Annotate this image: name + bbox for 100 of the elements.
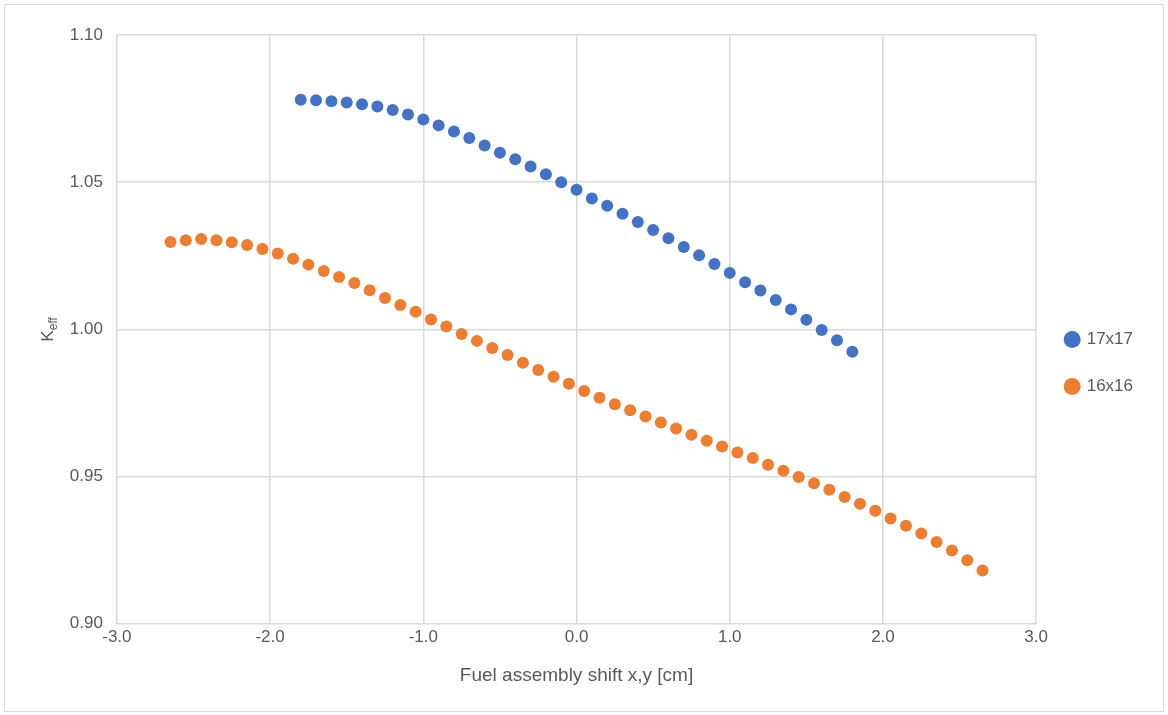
point: [562, 377, 575, 390]
point: [455, 328, 468, 341]
point: [700, 434, 713, 447]
y-tick-label: 1.00: [69, 319, 103, 339]
point: [585, 192, 598, 205]
point: [287, 252, 300, 265]
point: [417, 113, 430, 126]
point: [440, 320, 453, 333]
point: [846, 345, 859, 358]
point: [570, 183, 583, 196]
point: [256, 243, 269, 256]
point: [371, 100, 384, 113]
point: [647, 223, 660, 236]
point: [195, 233, 208, 246]
point: [838, 490, 851, 503]
point: [501, 349, 514, 362]
point: [402, 108, 414, 121]
point: [853, 497, 866, 510]
point: [639, 410, 652, 423]
x-axis-title: Fuel assembly shift x,y [cm]: [459, 663, 694, 685]
point: [524, 160, 537, 173]
point: [394, 298, 407, 311]
x-tick-label: 3.0: [1024, 626, 1048, 646]
point: [555, 176, 568, 189]
point: [800, 313, 813, 326]
point: [884, 512, 897, 525]
point: [317, 265, 330, 278]
y-tick-label: 1.10: [69, 24, 103, 44]
point: [915, 527, 928, 540]
point: [777, 464, 790, 477]
point: [294, 93, 307, 106]
point: [731, 446, 744, 459]
point: [716, 440, 729, 453]
point: [463, 132, 476, 145]
point: [333, 271, 346, 283]
point: [961, 554, 974, 567]
point: [823, 483, 836, 496]
point: [210, 234, 223, 247]
point: [532, 364, 545, 377]
x-tick-label: -1.0: [408, 626, 438, 646]
point: [179, 234, 192, 247]
point: [976, 564, 989, 577]
point: [762, 458, 775, 471]
y-axis-title: Keff: [38, 316, 60, 342]
legend-label: 16x16: [1086, 376, 1134, 396]
point: [831, 334, 843, 347]
point: [930, 535, 943, 548]
point: [624, 404, 637, 417]
point: [654, 416, 667, 429]
point: [325, 95, 338, 108]
point: [516, 356, 529, 369]
point: [670, 422, 683, 435]
x-tick-label: -2.0: [255, 626, 285, 646]
point: [616, 207, 629, 220]
point: [593, 391, 606, 404]
point: [769, 293, 782, 306]
point: [241, 238, 254, 251]
y-tick-label: 0.90: [69, 613, 103, 633]
point: [547, 370, 560, 383]
point: [685, 428, 698, 441]
point: [493, 146, 506, 159]
point: [708, 258, 721, 271]
point: [677, 240, 690, 253]
point: [225, 236, 238, 249]
point: [608, 398, 621, 411]
point: [945, 544, 958, 557]
point: [509, 153, 522, 166]
point: [578, 384, 591, 397]
point: [631, 215, 644, 228]
point: [746, 452, 759, 465]
y-tick-label: 0.95: [69, 466, 103, 486]
point: [693, 249, 706, 262]
point: [723, 266, 736, 279]
point: [601, 199, 614, 212]
x-tick-label: -3.0: [102, 626, 132, 646]
point: [869, 504, 882, 517]
x-tick-label: 2.0: [871, 626, 895, 646]
point: [754, 284, 767, 297]
point: [348, 276, 361, 289]
point: [363, 284, 376, 297]
point: [424, 313, 437, 326]
y-tick-label: 1.05: [69, 171, 103, 191]
point: [302, 258, 315, 271]
point: [739, 276, 752, 289]
point: [808, 477, 821, 490]
point: [432, 119, 445, 132]
point: [379, 291, 392, 304]
point: [478, 139, 491, 152]
point: [409, 305, 422, 318]
point: [815, 323, 828, 336]
point: [386, 104, 399, 117]
point: [470, 334, 483, 347]
point: [271, 247, 284, 260]
x-tick-label: 1.0: [717, 626, 742, 646]
point: [356, 98, 369, 111]
legend-label: 17x17: [1086, 329, 1134, 349]
x-tick-label: 0.0: [564, 626, 589, 646]
point: [447, 125, 460, 138]
point: [662, 232, 675, 245]
point: [164, 235, 177, 248]
